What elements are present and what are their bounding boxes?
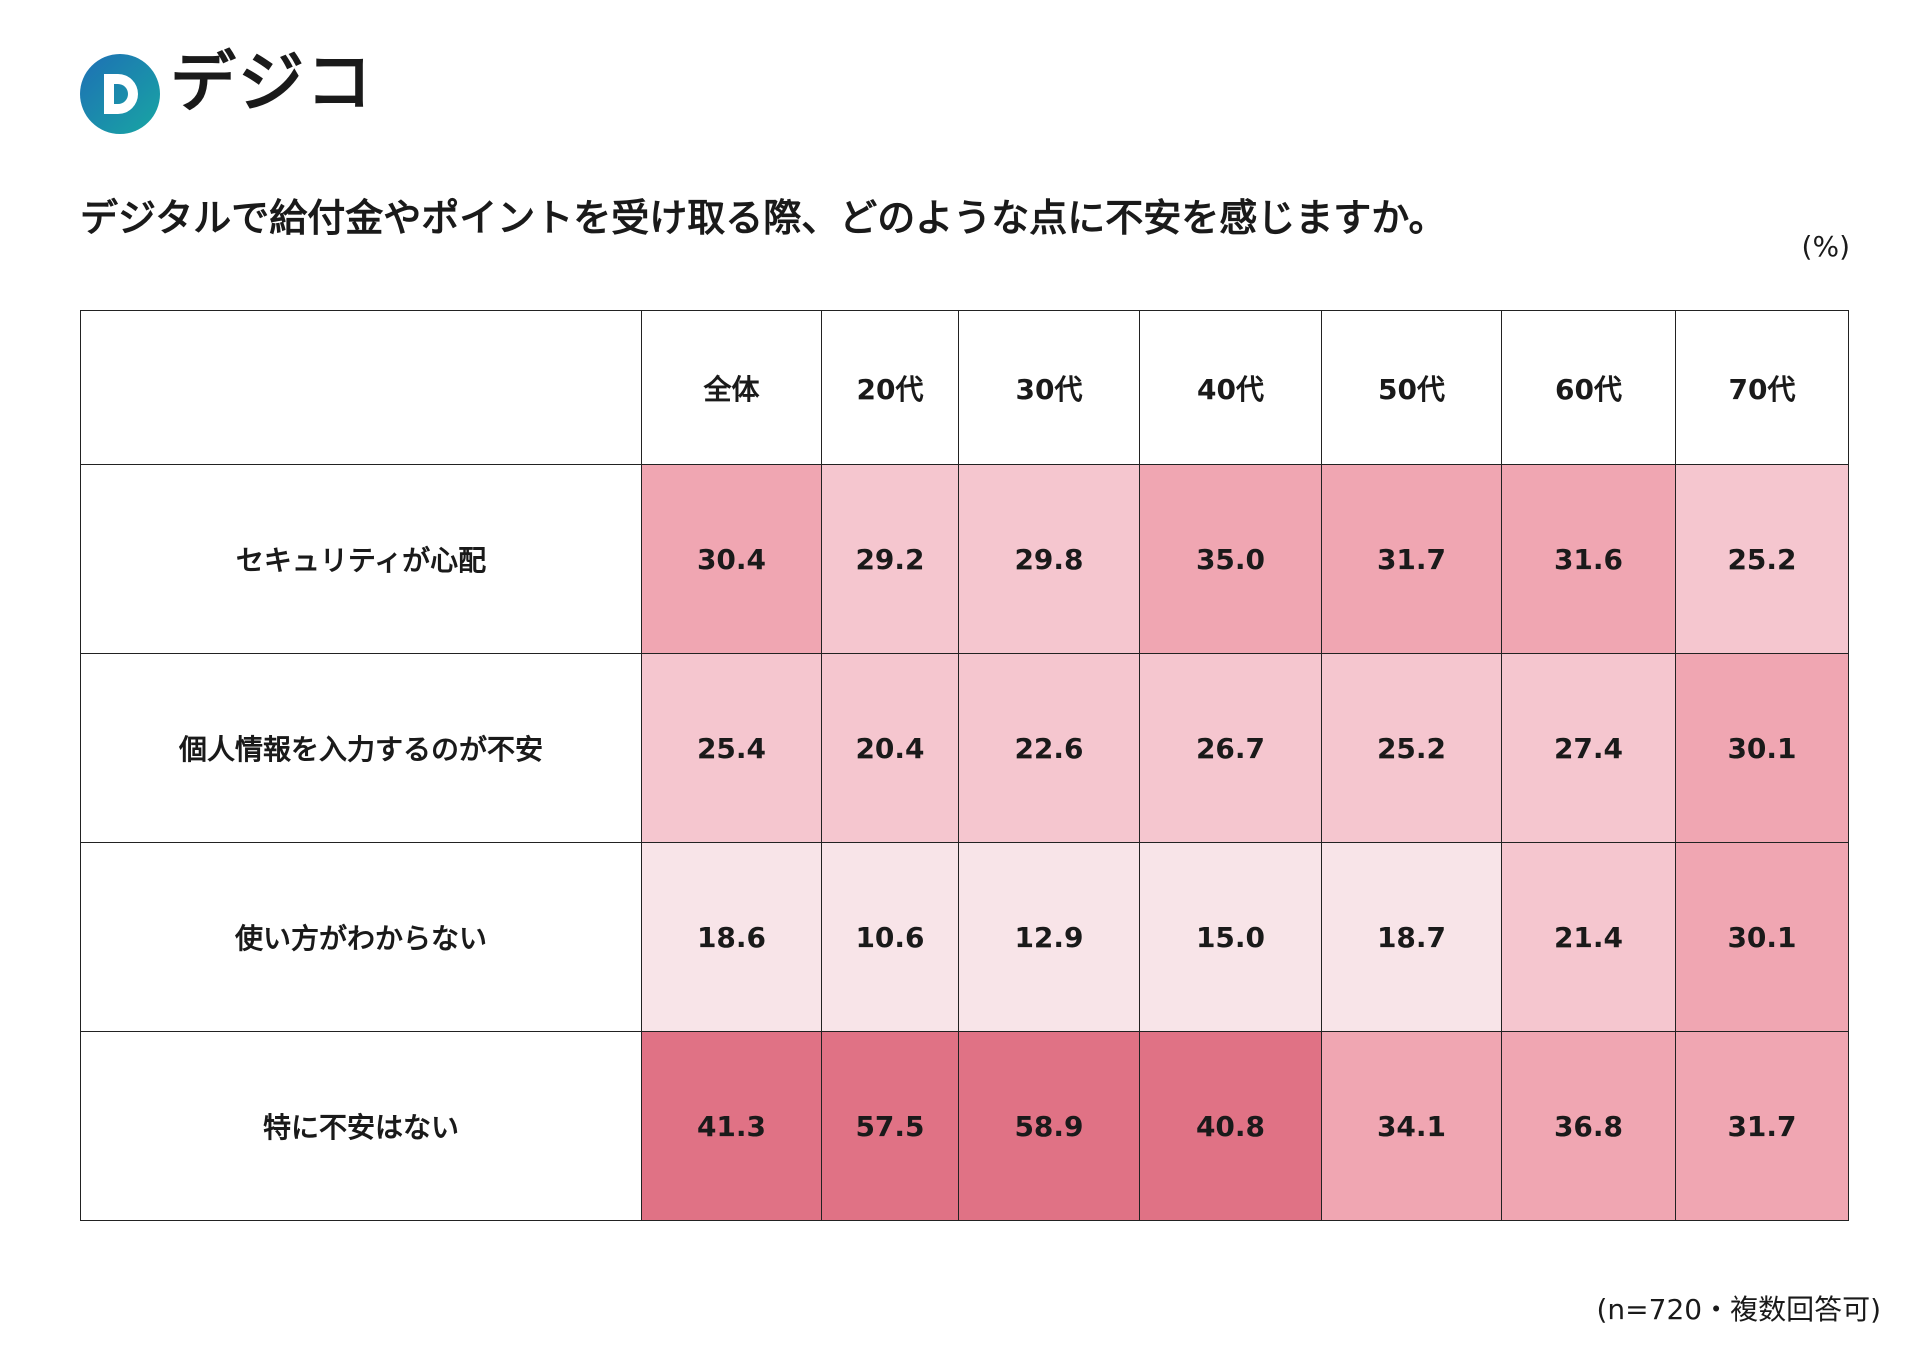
title: デジタルで給付金やポイントを受け取る際、どのような点に不安を感じますか。 [80,196,1447,240]
column-header: 20代 [821,310,959,465]
value-cell: 12.9 [958,842,1140,1032]
logo-icon [80,54,160,134]
value-cell: 22.6 [958,653,1140,843]
value-cell: 18.6 [641,842,822,1032]
column-header: 30代 [958,310,1140,465]
value-cell: 31.6 [1501,464,1676,654]
table-row: 特に不安はない 41.3 57.5 58.9 40.8 34.1 36.8 31.7 [80,1031,1849,1221]
logo-text: デジコ [170,44,374,121]
column-header: 50代 [1321,310,1502,465]
value-cell: 30.4 [641,464,822,654]
corner-cell [80,310,642,465]
value-cell: 29.2 [821,464,959,654]
value-cell: 57.5 [821,1031,959,1221]
row-label: 特に不安はない [80,1031,642,1221]
value-cell: 25.4 [641,653,822,843]
value-cell: 35.0 [1139,464,1322,654]
heatmap-table: 全体 20代 30代 40代 50代 60代 70代 セキュリティが心配 30.4 29.2 29… [80,310,1849,1221]
column-header: 70代 [1675,310,1849,465]
value-cell: 10.6 [821,842,959,1032]
row-label: セキュリティが心配 [80,464,642,654]
row-label: 使い方がわからない [80,842,642,1032]
value-cell: 31.7 [1675,1031,1849,1221]
value-cell: 30.1 [1675,842,1849,1032]
value-cell: 21.4 [1501,842,1676,1032]
value-cell: 58.9 [958,1031,1140,1221]
value-cell: 26.7 [1139,653,1322,843]
value-cell: 40.8 [1139,1031,1322,1221]
value-cell: 29.8 [958,464,1140,654]
table-row: セキュリティが心配 30.4 29.2 29.8 35.0 31.7 31.6 25.2 [80,464,1849,654]
footnote: (n=720・複数回答可) [1596,1293,1882,1326]
value-cell: 41.3 [641,1031,822,1221]
column-header: 60代 [1501,310,1676,465]
value-cell: 20.4 [821,653,959,843]
column-header: 全体 [641,310,822,465]
value-cell: 25.2 [1675,464,1849,654]
table-row: 個人情報を入力するのが不安 25.4 20.4 22.6 26.7 25.2 27.4 30.… [80,653,1849,843]
value-cell: 31.7 [1321,464,1502,654]
row-label: 個人情報を入力するのが不安 [80,653,642,843]
value-cell: 36.8 [1501,1031,1676,1221]
table-row: 使い方がわからない 18.6 10.6 12.9 15.0 18.7 21.4 30.1 [80,842,1849,1032]
value-cell: 34.1 [1321,1031,1502,1221]
value-cell: 15.0 [1139,842,1322,1032]
value-cell: 25.2 [1321,653,1502,843]
header-row: 全体 20代 30代 40代 50代 60代 70代 [80,310,1849,465]
value-cell: 30.1 [1675,653,1849,843]
column-header: 40代 [1139,310,1322,465]
value-cell: 27.4 [1501,653,1676,843]
unit: (%) [1801,230,1850,263]
value-cell: 18.7 [1321,842,1502,1032]
